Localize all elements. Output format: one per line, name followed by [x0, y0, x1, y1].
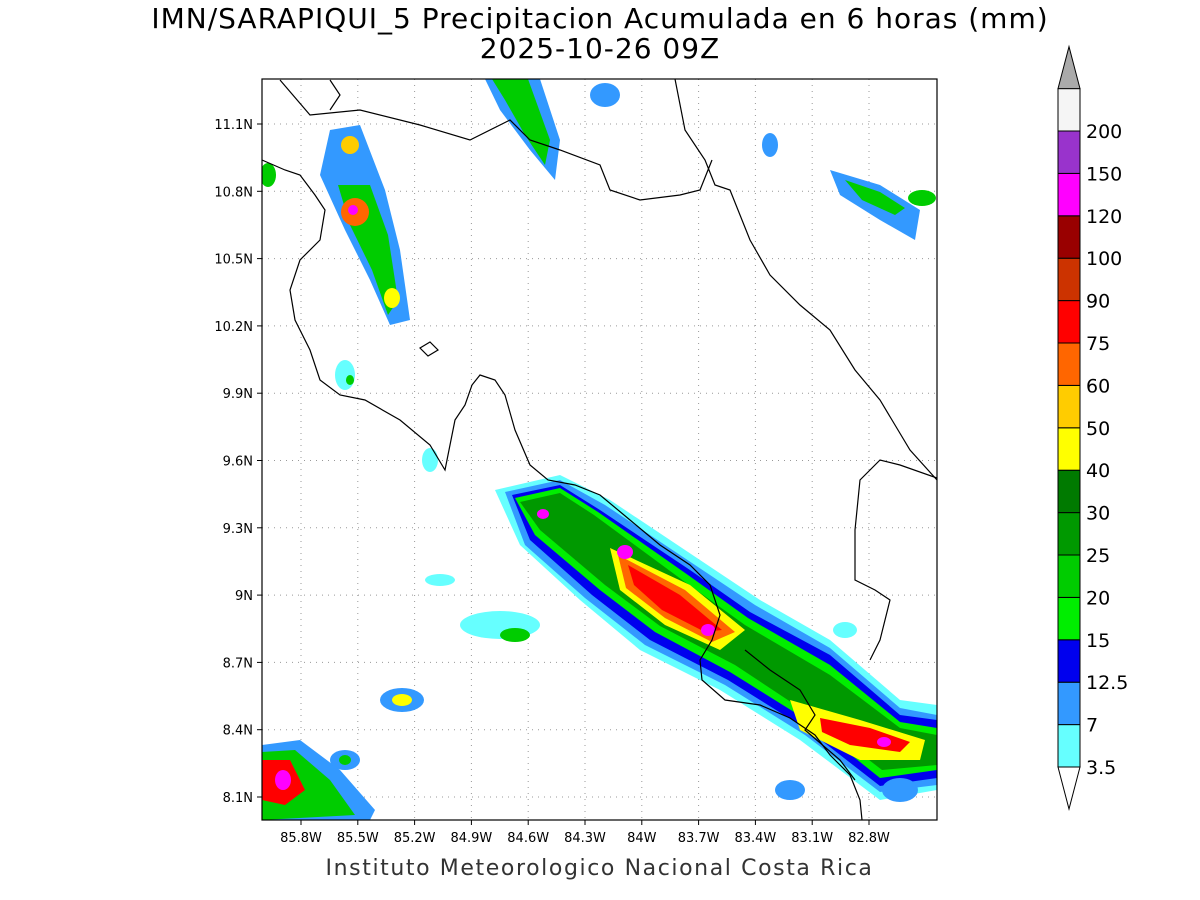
coastline — [262, 79, 937, 820]
colorbar-label: 15 — [1086, 630, 1110, 652]
rain-cell — [262, 163, 276, 187]
lon-tick-label: 85.5W — [337, 831, 379, 846]
colorbar-swatch — [1057, 554, 1081, 598]
colorbar-swatch — [1057, 300, 1081, 344]
colorbar-label: 20 — [1086, 587, 1110, 609]
rain-cell — [500, 628, 530, 642]
colorbar-swatch — [1057, 724, 1081, 768]
chart-title: IMN/SARAPIQUI_5 Precipitacion Acumulada … — [151, 2, 1049, 35]
coastline-pacific — [262, 159, 863, 820]
colorbar-label: 50 — [1086, 418, 1110, 440]
colorbar-swatch — [1057, 596, 1081, 641]
rain-area-top-green — [492, 79, 550, 165]
rain-cell — [775, 780, 805, 800]
rain-core-magenta — [701, 624, 715, 636]
coastline-shore — [329, 79, 341, 111]
colorbar-label: 40 — [1086, 460, 1110, 482]
rain-area-ne-green — [845, 180, 905, 215]
lon-tick-label: 84.3W — [564, 831, 606, 846]
colorbar-under-arrow — [1057, 766, 1081, 811]
colorbar-swatch — [1057, 427, 1081, 471]
rain-cell — [908, 190, 936, 206]
colorbar-label: 25 — [1086, 545, 1110, 567]
rain-cell — [392, 694, 412, 706]
lon-tick-label: 85.8W — [280, 831, 322, 846]
colorbar-swatch — [1057, 639, 1081, 683]
rain-core-magenta — [617, 545, 633, 559]
colorbar-swatch — [1057, 257, 1081, 302]
colorbar-label: 75 — [1086, 333, 1110, 355]
colorbar-label: 100 — [1086, 248, 1122, 270]
rain-cell — [833, 622, 857, 638]
colorbar-label: 60 — [1086, 375, 1110, 397]
colorbar-swatch — [1057, 172, 1081, 217]
rain-cell — [335, 360, 355, 390]
lat-tick-label: 10.5N — [214, 253, 253, 268]
colorbar-swatch — [1057, 384, 1081, 429]
lon-tick-label: 84W — [627, 831, 657, 846]
rain-core-nw — [341, 136, 359, 154]
lat-tick-label: 9N — [235, 589, 253, 604]
colorbar-swatch — [1057, 469, 1081, 514]
coastline-panama — [854, 459, 937, 661]
colorbar-swatch — [1057, 681, 1081, 726]
precipitation-field — [262, 79, 937, 820]
border-panama — [744, 649, 856, 781]
lon-tick-label: 84.9W — [450, 831, 492, 846]
island-lake — [419, 341, 439, 357]
coastline-caribbean — [674, 79, 937, 481]
rain-cell — [590, 83, 620, 107]
rain-area-red — [628, 565, 722, 632]
colorbar-swatch — [1057, 342, 1081, 386]
colorbar-swatch — [1057, 130, 1081, 174]
colorbar-label: 7 — [1086, 715, 1098, 737]
lat-tick-label: 8.1N — [223, 791, 253, 806]
colorbar-label: 30 — [1086, 503, 1110, 525]
lon-tick-label: 83.4W — [734, 831, 776, 846]
lon-tick-label: 83.7W — [678, 831, 720, 846]
plot-frame — [261, 78, 938, 821]
longitude-labels: 85.8W 85.5W 85.2W 84.9W 84.6W 84.3W 84W 83.7W 83… — [280, 820, 890, 846]
lat-tick-label: 9.3N — [223, 522, 253, 537]
lat-tick-label: 9.6N — [223, 455, 253, 470]
colorbar-label: 120 — [1086, 206, 1122, 228]
lon-tick-label: 83.1W — [791, 831, 833, 846]
colorbar-swatch — [1057, 88, 1081, 132]
lat-tick-label: 8.4N — [223, 724, 253, 739]
lon-tick-label: 84.6W — [507, 831, 549, 846]
rain-cell — [346, 375, 354, 385]
footer-credit: Instituto Meteorologico Nacional Costa R… — [325, 856, 874, 881]
colorbar-over-arrow — [1057, 44, 1081, 90]
rain-core-magenta — [537, 509, 549, 519]
lon-tick-label: 82.8W — [848, 831, 890, 846]
lat-tick-label: 10.2N — [214, 320, 253, 335]
colorbar-label: 150 — [1086, 163, 1122, 185]
coastline-nicaragua — [279, 79, 713, 201]
lon-tick-label: 85.2W — [394, 831, 436, 846]
lat-tick-label: 11.1N — [214, 118, 253, 133]
rain-core-magenta — [877, 737, 891, 747]
colorbar-swatch — [1057, 512, 1081, 556]
lat-tick-label: 8.7N — [223, 656, 253, 671]
colorbar-swatch — [1057, 215, 1081, 259]
rain-cell — [882, 778, 918, 802]
lat-tick-label: 9.9N — [223, 387, 253, 402]
colorbar-label: 3.5 — [1086, 757, 1116, 779]
lat-tick-label: 10.8N — [214, 185, 253, 200]
chart-datetime: 2025-10-26 09Z — [479, 32, 721, 65]
rain-core-sw — [275, 770, 291, 790]
rain-cell — [762, 133, 778, 157]
colorbar-label: 200 — [1086, 121, 1122, 143]
colorbar: 3.5 7 12.5 15 20 25 30 40 50 60 75 90 100 120 150 200 — [1057, 44, 1128, 811]
rain-cell — [425, 574, 455, 586]
rain-core-nw — [348, 205, 358, 215]
colorbar-label: 12.5 — [1086, 672, 1128, 694]
rain-cell — [422, 448, 438, 472]
rain-core-nw — [384, 288, 400, 308]
rain-cell — [339, 755, 351, 765]
colorbar-label: 90 — [1086, 291, 1110, 313]
latitude-labels: 11.1N 10.8N 10.5N 10.2N 9.9N 9.6N 9.3N 9N 8.7N 8.… — [214, 118, 262, 806]
